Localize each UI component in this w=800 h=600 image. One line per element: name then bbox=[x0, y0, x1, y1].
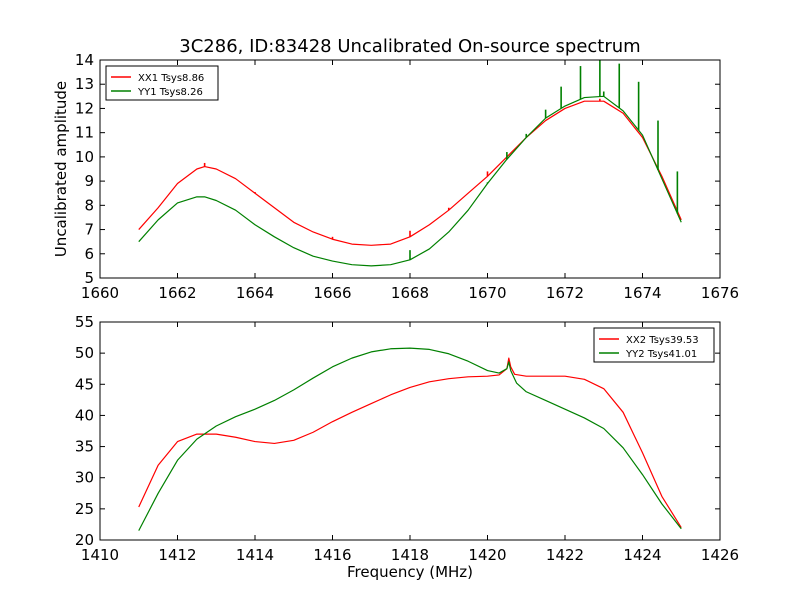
x-axis-label: Frequency (MHz) bbox=[347, 563, 473, 581]
legend-label: XX2 Tsys39.53 bbox=[626, 335, 699, 346]
x-tick-label: 1664 bbox=[236, 284, 274, 302]
x-tick-label: 1420 bbox=[468, 546, 506, 564]
y-tick-label: 45 bbox=[75, 375, 94, 393]
y-tick-label: 50 bbox=[75, 344, 94, 362]
x-tick-label: 1418 bbox=[391, 546, 429, 564]
x-tick-label: 1416 bbox=[313, 546, 351, 564]
x-tick-label: 1676 bbox=[701, 284, 739, 302]
x-tick-label: 1426 bbox=[701, 546, 739, 564]
x-tick-label: 1660 bbox=[81, 284, 119, 302]
y-axis-label: Uncalibrated amplitude bbox=[52, 81, 70, 257]
y-tick-label: 12 bbox=[75, 99, 94, 117]
figure-title: 3C286, ID:83428 Uncalibrated On-source s… bbox=[179, 36, 640, 57]
top-chart-panel: 1660 1662 1664 1666 1668 1670 1672 1674 1676 5 6 7 8… bbox=[52, 51, 739, 302]
y-tick-label: 30 bbox=[75, 469, 94, 487]
series-line-1 bbox=[138, 357, 682, 528]
x-tick-label: 1674 bbox=[623, 284, 661, 302]
x-tick-label: 1424 bbox=[623, 546, 661, 564]
legend: XX1 Tsys8.86 YY1 Tsys8.26 bbox=[105, 65, 219, 101]
legend-label: XX1 Tsys8.86 bbox=[138, 73, 204, 84]
series-line-2 bbox=[138, 347, 682, 531]
y-tick-label: 25 bbox=[75, 500, 94, 518]
legend: XX2 Tsys39.53 YY2 Tsys41.01 bbox=[593, 327, 715, 363]
y-tick-label: 8 bbox=[84, 196, 94, 214]
x-tick-label: 1668 bbox=[391, 284, 429, 302]
y-tick-label: 13 bbox=[75, 75, 94, 93]
y-tick-label: 7 bbox=[84, 221, 94, 239]
y-tick-label: 9 bbox=[84, 172, 94, 190]
x-tick-label: 1412 bbox=[158, 546, 196, 564]
series-line-1 bbox=[138, 100, 682, 246]
x-tick-label: 1666 bbox=[313, 284, 351, 302]
y-tick-label: 11 bbox=[75, 124, 94, 142]
y-tick-label: 5 bbox=[84, 269, 94, 287]
y-tick-label: 35 bbox=[75, 438, 94, 456]
bottom-chart-panel: 1410 1412 1414 1416 1418 1420 1422 1424 1426 20 25… bbox=[75, 313, 739, 564]
x-tick-label: 1672 bbox=[546, 284, 584, 302]
legend-label: YY2 Tsys41.01 bbox=[625, 349, 697, 360]
y-tick-label: 20 bbox=[75, 531, 94, 549]
x-tick-label: 1670 bbox=[468, 284, 506, 302]
x-tick-label: 1662 bbox=[158, 284, 196, 302]
x-tick-label: 1414 bbox=[236, 546, 274, 564]
legend-label: YY1 Tsys8.26 bbox=[137, 87, 203, 98]
y-tick-label: 14 bbox=[75, 51, 94, 69]
x-tick-label: 1422 bbox=[546, 546, 584, 564]
legend-box bbox=[105, 65, 219, 101]
y-tick-label: 55 bbox=[75, 313, 94, 331]
x-tick-label: 1410 bbox=[81, 546, 119, 564]
y-tick-label: 10 bbox=[75, 148, 94, 166]
series-line-2 bbox=[138, 95, 682, 267]
legend-box bbox=[593, 327, 715, 363]
y-tick-label: 6 bbox=[84, 245, 94, 263]
y-tick-label: 40 bbox=[75, 406, 94, 424]
